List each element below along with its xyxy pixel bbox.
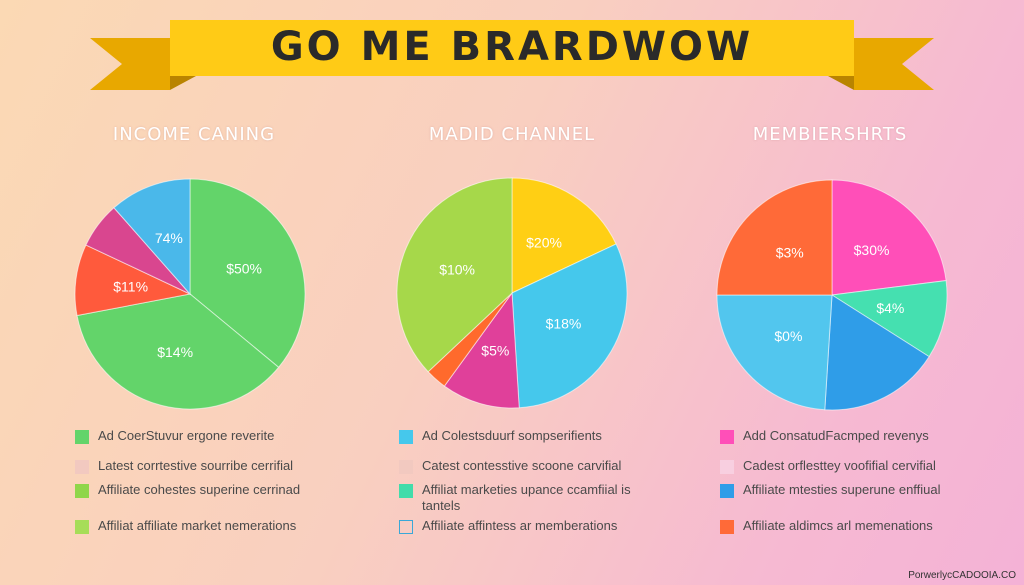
legend-swatch: [720, 520, 734, 534]
pie-slice-memberships-3: [716, 294, 833, 411]
legend-swatch: [75, 430, 89, 444]
pie-slice-channel-2: [443, 291, 520, 409]
legend-item-income-3: Affiliat affiliate market nemerations: [75, 518, 338, 534]
ribbon-left-tail: [90, 38, 170, 90]
legend-swatch: [720, 484, 734, 498]
legend-swatch: [75, 520, 89, 534]
chart-title-income: INCOME CANING: [112, 124, 276, 145]
pie-income: $50% $14% $11% 74%: [74, 178, 306, 410]
pie-slice-income-2: [74, 244, 192, 317]
legend-item-memberships-1: Cadest orflesttey voofifial cervifial: [720, 458, 983, 474]
ribbon-band: [170, 20, 854, 76]
slice-label-income-2: $11%: [113, 279, 148, 295]
pie-slice-channel-0: [511, 177, 617, 294]
banner-ribbon: [90, 20, 934, 90]
chart-title-memberships: MEMBIERSHRTS: [752, 124, 908, 145]
legend-label: Add ConsatudFacmped revenys: [743, 428, 929, 443]
slice-label-channel-1: $18%: [546, 315, 582, 331]
pie-slice-memberships-1: [830, 280, 948, 358]
legend-label: Cadest orflesttey voofifial cervifial: [743, 458, 936, 473]
legend-label: Affiliate mtesties superune enffiual: [743, 482, 941, 497]
slice-label-memberships-4: $3%: [776, 245, 804, 261]
pie-memberships: $30% $4% $0% $3%: [716, 179, 948, 411]
legend-item-channel-0: Ad Colestsduurf sompserifients: [399, 428, 662, 444]
legend-label: Ad CoerStuvur ergone reverite: [98, 428, 275, 443]
legend-label: Affiliate affintess ar memberations: [422, 518, 618, 533]
legend-item-channel-3: Affiliate affintess ar memberations: [399, 518, 662, 534]
legend-item-memberships-3: Affiliate aldimcs arl memenations: [720, 518, 983, 534]
pie-slice-income-1: [76, 293, 280, 410]
legend-swatch: [720, 460, 734, 474]
legend-swatch: [399, 460, 413, 474]
legend-swatch: [720, 430, 734, 444]
banner-title: GO ME BRARDWOW: [270, 24, 754, 70]
legend-item-memberships-0: Add ConsatudFacmped revenys: [720, 428, 983, 444]
ribbon-left-fold: [170, 76, 196, 90]
slice-label-memberships-0: $30%: [854, 242, 890, 258]
legend-label: Affiliate aldimcs arl memenations: [743, 518, 933, 533]
legend-label: Affiliate cohestes superine cerrinad: [98, 482, 301, 497]
slice-label-channel-0: $20%: [526, 235, 562, 251]
legend-label: Affiliat affiliate market nemerations: [98, 518, 297, 533]
legend-swatch: [399, 520, 413, 534]
pie-slice-income-4: [113, 178, 191, 296]
legend-label: Affiliat marketies upance ccamfiial is t…: [422, 482, 631, 513]
legend-item-income-2: Affiliate cohestes superine cerrinad: [75, 482, 338, 498]
legend-label: Catest contesstive scoone carvifial: [422, 458, 622, 473]
legend-item-memberships-2: Affiliate mtesties superune enffiual: [720, 482, 983, 498]
legend-swatch: [75, 460, 89, 474]
pie-slice-income-0: [189, 178, 306, 369]
legend-item-income-1: Latest corrtestive sourribe cerrifial: [75, 458, 338, 474]
legend-label: Latest corrtestive sourribe cerrifial: [98, 458, 294, 473]
slice-label-channel-2: $5%: [481, 342, 509, 358]
pie-slice-channel-4: [396, 177, 513, 373]
legend-swatch: [399, 430, 413, 444]
legend-item-channel-2: Affiliat marketies upance ccamfiial is t…: [399, 482, 662, 514]
legend-swatch: [399, 484, 413, 498]
ribbon-right-tail: [854, 38, 934, 90]
slice-label-channel-4: $10%: [439, 261, 475, 277]
slice-label-memberships-3: $0%: [774, 328, 802, 344]
pie-channel: $20% $18% $5% $10%: [396, 177, 628, 409]
ribbon-right-fold: [828, 76, 854, 90]
slice-label-income-1: $14%: [157, 344, 193, 360]
pie-slice-memberships-2: [824, 294, 930, 411]
legend-swatch: [75, 484, 89, 498]
slice-label-income-4: 74%: [155, 230, 183, 246]
pie-slice-memberships-0: [831, 179, 947, 296]
watermark-footer: PorwerlycCADOOIA.CO: [908, 570, 1016, 581]
pie-slice-channel-1: [511, 243, 628, 409]
legend-item-channel-1: Catest contesstive scoone carvifial: [399, 458, 662, 474]
chart-title-channel: MADID CHANNEL: [428, 124, 596, 145]
slice-label-memberships-1: $4%: [876, 300, 904, 316]
legend-item-income-0: Ad CoerStuvur ergone reverite: [75, 428, 338, 444]
pie-slice-memberships-4: [716, 179, 833, 296]
slice-label-income-0: $50%: [226, 261, 262, 277]
legend-label: Ad Colestsduurf sompserifients: [422, 428, 602, 443]
